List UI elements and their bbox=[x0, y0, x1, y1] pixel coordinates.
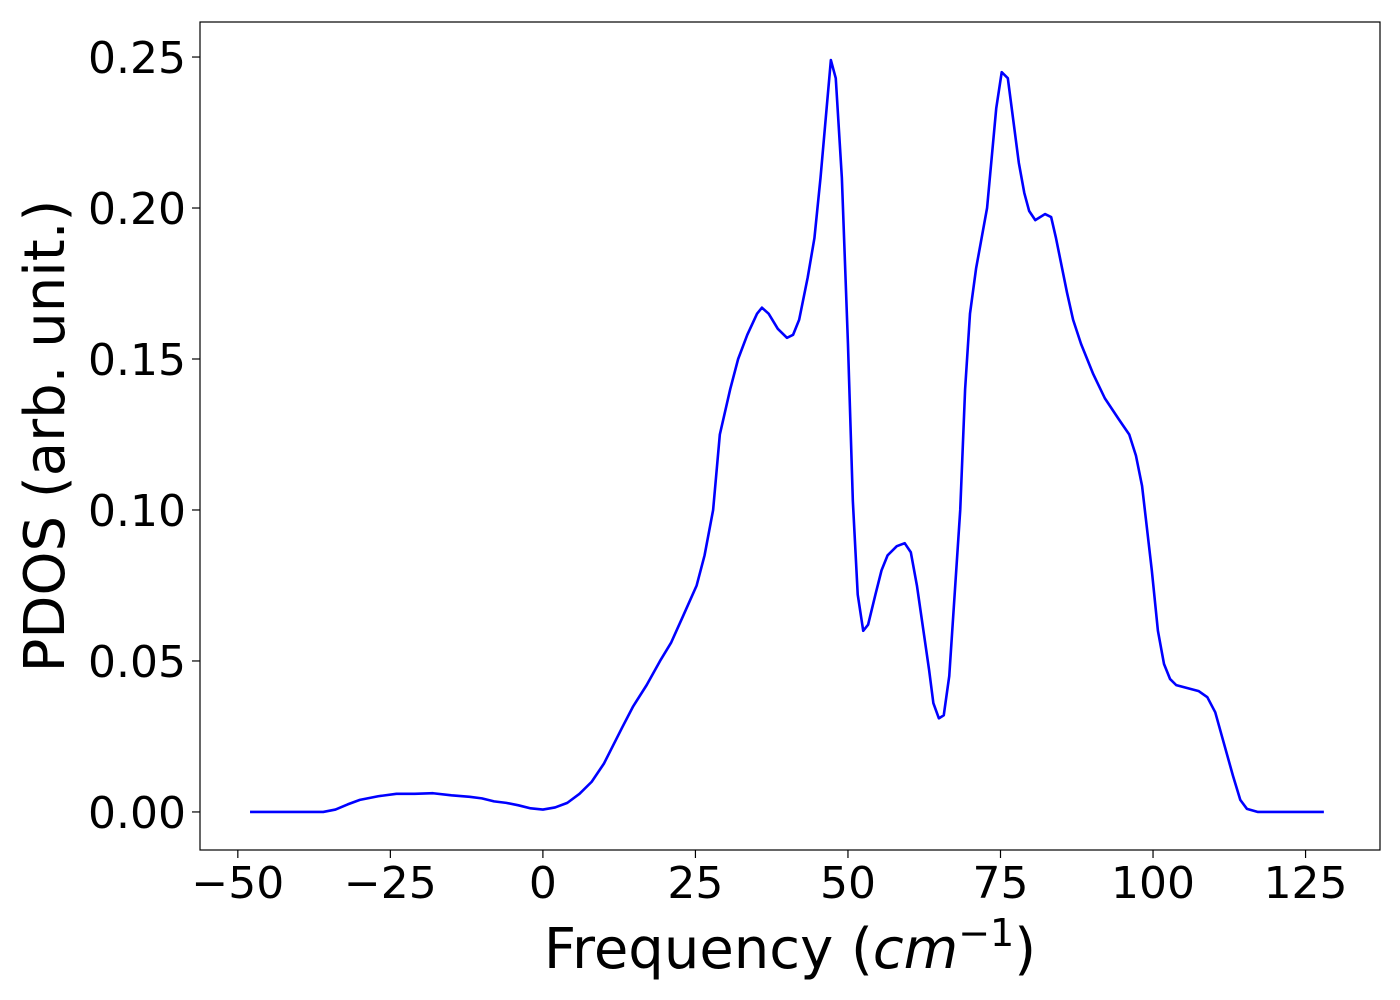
x-tick-label: 25 bbox=[667, 858, 723, 909]
y-tick-label: 0.25 bbox=[88, 33, 186, 84]
x-axis-label: Frequency (cm−1) bbox=[544, 911, 1036, 982]
x-tick-label: 75 bbox=[972, 858, 1028, 909]
x-axis-label-part: −1 bbox=[958, 911, 1014, 955]
y-tick-label: 0.20 bbox=[88, 184, 186, 235]
x-tick-label: 0 bbox=[529, 858, 557, 909]
x-axis-label-part: Frequency ( bbox=[544, 917, 873, 982]
x-axis-label-part: cm bbox=[873, 917, 958, 982]
y-tick-label: 0.05 bbox=[88, 637, 186, 688]
y-tick-label: 0.15 bbox=[88, 335, 186, 386]
x-axis-label-part: ) bbox=[1014, 917, 1036, 982]
plot-frame bbox=[199, 21, 1381, 851]
x-tick-label: −25 bbox=[344, 858, 437, 909]
y-tick-label: 0.00 bbox=[88, 788, 186, 839]
x-tick-label: 125 bbox=[1264, 858, 1348, 909]
x-tick-label: 100 bbox=[1111, 858, 1195, 909]
y-tick-label: 0.10 bbox=[88, 486, 186, 537]
x-tick-label: −50 bbox=[191, 858, 284, 909]
y-axis-label: PDOS (arb. unit.) bbox=[13, 200, 78, 673]
x-tick-label: 50 bbox=[820, 858, 876, 909]
line bbox=[250, 58, 1324, 814]
